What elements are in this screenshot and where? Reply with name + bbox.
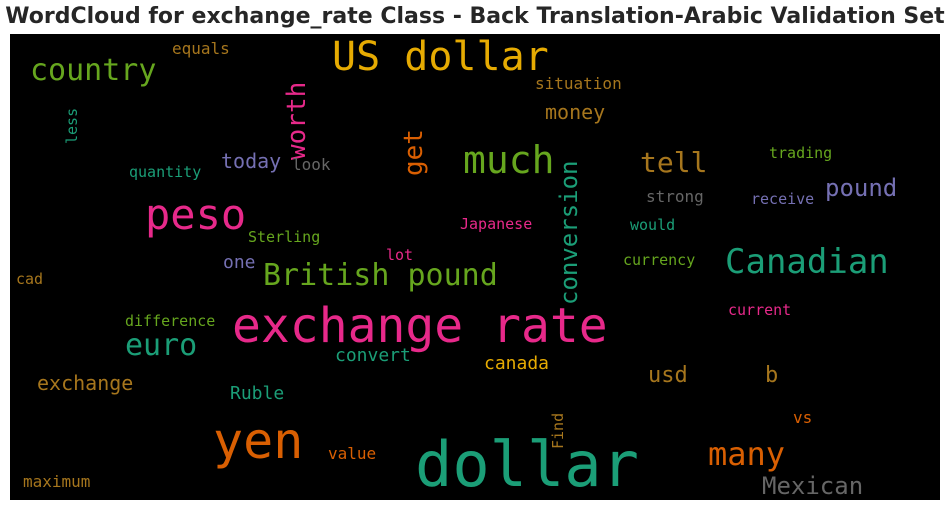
word-look: look bbox=[292, 155, 331, 174]
word-quantity: quantity bbox=[129, 163, 202, 181]
word-dollar: dollar bbox=[415, 428, 639, 500]
word-mexican: Mexican bbox=[762, 472, 864, 500]
word-today: today bbox=[221, 149, 282, 173]
word-canada: canada bbox=[484, 353, 550, 374]
word-find: Find bbox=[549, 412, 567, 449]
chart-title: WordCloud for exchange_rate Class - Back… bbox=[5, 4, 945, 29]
word-one: one bbox=[223, 252, 256, 273]
word-yen: yen bbox=[213, 412, 304, 470]
word-strong: strong bbox=[646, 187, 704, 206]
word-exchange: exchange bbox=[37, 371, 134, 395]
word-british-pound: British pound bbox=[263, 258, 498, 293]
word-currency: currency bbox=[623, 251, 696, 269]
word-usd: usd bbox=[648, 363, 688, 388]
word-get: get bbox=[399, 129, 429, 176]
word-lot: lot bbox=[386, 246, 414, 264]
word-cad: cad bbox=[16, 270, 44, 288]
word-situation: situation bbox=[535, 74, 622, 93]
word-b: b bbox=[765, 363, 779, 388]
word-canadian: Canadian bbox=[725, 242, 889, 282]
word-vs: vs bbox=[793, 408, 813, 427]
word-convert: convert bbox=[335, 345, 411, 366]
wordcloud-canvas: dollar exchange rate yen US dollar peso much C… bbox=[10, 34, 940, 500]
word-much: much bbox=[463, 138, 555, 182]
word-us-dollar: US dollar bbox=[332, 34, 549, 80]
word-maximum: maximum bbox=[23, 472, 91, 491]
word-current: current bbox=[728, 301, 792, 319]
word-peso: peso bbox=[145, 190, 247, 239]
word-many: many bbox=[708, 435, 786, 473]
word-japanese: Japanese bbox=[460, 215, 533, 233]
word-trading: trading bbox=[769, 144, 833, 162]
word-less: less bbox=[63, 107, 81, 144]
word-ruble: Ruble bbox=[230, 383, 285, 404]
word-tell: tell bbox=[640, 146, 708, 179]
word-worth: worth bbox=[282, 81, 312, 160]
word-country: country bbox=[30, 53, 157, 88]
word-conversion: conversion bbox=[555, 160, 583, 306]
word-money: money bbox=[545, 100, 606, 124]
word-sterling: Sterling bbox=[248, 228, 321, 246]
word-value: value bbox=[328, 444, 377, 463]
word-pound: pound bbox=[825, 174, 898, 202]
word-difference: difference bbox=[125, 312, 216, 330]
word-would: would bbox=[630, 216, 676, 234]
word-euro: euro bbox=[125, 328, 198, 363]
word-exchange-rate: exchange rate bbox=[232, 298, 608, 354]
word-equals: equals bbox=[172, 39, 230, 58]
word-receive: receive bbox=[751, 190, 815, 208]
